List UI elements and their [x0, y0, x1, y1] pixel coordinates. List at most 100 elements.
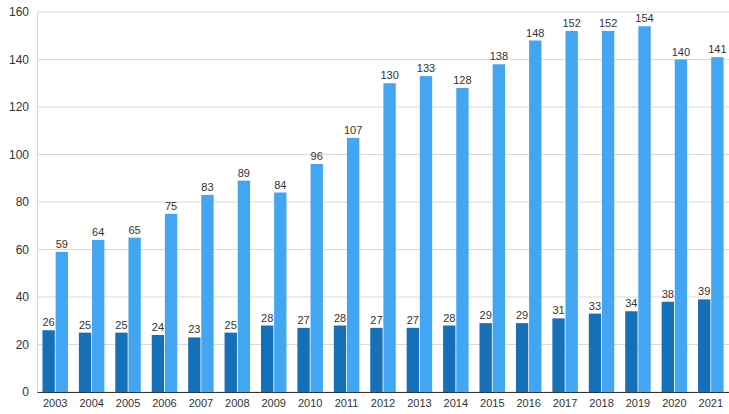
series-bars [56, 26, 724, 392]
data-label: 64 [92, 226, 104, 238]
y-tick: 120 [9, 100, 37, 114]
y-tick-label: 80 [16, 195, 30, 209]
bar [662, 302, 674, 392]
bar [115, 333, 127, 392]
data-label: 83 [201, 181, 213, 193]
x-tick-label: 2013 [407, 397, 431, 409]
y-tick-label: 40 [16, 290, 30, 304]
bar [711, 57, 723, 392]
x-tick-label: 2015 [480, 397, 504, 409]
x-tick: 2009 [261, 392, 285, 409]
bar [565, 31, 577, 392]
data-label: 39 [698, 285, 710, 297]
x-tick-label: 2004 [79, 397, 103, 409]
data-label: 25 [225, 319, 237, 331]
x-tick-label: 2021 [699, 397, 723, 409]
bar [238, 181, 250, 392]
x-tick: 2017 [553, 392, 577, 409]
bar [56, 252, 68, 392]
data-label: 28 [334, 312, 346, 324]
data-label: 25 [115, 319, 127, 331]
x-tick: 2012 [371, 392, 395, 409]
bar [443, 326, 455, 393]
bar [128, 238, 140, 392]
grid-line [37, 12, 729, 13]
data-label: 96 [311, 150, 323, 162]
x-tick-label: 2018 [589, 397, 613, 409]
bar [225, 333, 237, 392]
x-tick-label: 2014 [444, 397, 468, 409]
x-tick-label: 2007 [189, 397, 213, 409]
x-tick: 2003 [43, 392, 67, 409]
bar [638, 26, 650, 392]
bar [261, 326, 273, 393]
bar [311, 164, 323, 392]
bar [493, 64, 505, 392]
y-tick-label: 0 [22, 385, 29, 399]
data-label: 65 [128, 224, 140, 236]
y-axis: 020406080100120140160 [9, 5, 38, 399]
bar [165, 214, 177, 392]
chart: 0204060801001201401602003200420052006200… [0, 0, 729, 414]
x-tick: 2021 [699, 392, 723, 409]
y-tick-label: 100 [9, 148, 29, 162]
bar [675, 60, 687, 393]
x-tick: 2007 [189, 392, 213, 409]
grid-line [37, 107, 729, 108]
x-tick: 2015 [480, 392, 504, 409]
bar [297, 328, 309, 392]
data-label: 59 [56, 238, 68, 250]
bar [602, 31, 614, 392]
bar [420, 76, 432, 392]
y-tick-label: 140 [9, 53, 29, 67]
x-axis-line [38, 392, 729, 393]
bar [42, 330, 54, 392]
data-label: 25 [79, 319, 91, 331]
y-tick-label: 120 [9, 100, 29, 114]
x-tick: 2014 [444, 392, 468, 409]
bar [456, 88, 468, 392]
data-label: 141 [708, 43, 726, 55]
bar [589, 314, 601, 392]
bar [698, 299, 710, 392]
bar [383, 83, 395, 392]
data-label: 107 [344, 124, 362, 136]
y-tick: 80 [16, 195, 37, 209]
x-tick: 2011 [335, 392, 359, 409]
y-tick: 40 [16, 290, 37, 304]
data-label: 33 [589, 300, 601, 312]
data-label: 75 [165, 200, 177, 212]
y-tick: 140 [9, 53, 37, 67]
y-tick: 60 [16, 243, 37, 257]
data-label: 29 [480, 309, 492, 321]
x-tick-label: 2020 [662, 397, 686, 409]
bar [152, 335, 164, 392]
x-tick: 2016 [516, 392, 540, 409]
data-label: 23 [188, 323, 200, 335]
x-tick: 2019 [626, 392, 650, 409]
bar [79, 333, 91, 392]
grid-line [37, 202, 729, 203]
x-tick: 2004 [79, 392, 103, 409]
bar [370, 328, 382, 392]
y-tick: 100 [9, 148, 37, 162]
bar [274, 193, 286, 393]
bar [625, 311, 637, 392]
x-tick-label: 2003 [43, 397, 67, 409]
y-tick-label: 60 [16, 243, 30, 257]
x-tick: 2020 [662, 392, 686, 409]
x-tick: 2005 [116, 392, 140, 409]
bar [529, 41, 541, 393]
bar [334, 326, 346, 393]
x-tick: 2013 [407, 392, 431, 409]
x-tick-label: 2010 [298, 397, 322, 409]
x-tick-label: 2012 [371, 397, 395, 409]
data-label: 130 [380, 69, 398, 81]
x-tick-label: 2005 [116, 397, 140, 409]
bar [552, 318, 564, 392]
data-label: 152 [599, 17, 617, 29]
bar [516, 323, 528, 392]
data-label: 84 [274, 179, 286, 191]
data-label: 27 [297, 314, 309, 326]
x-tick-label: 2019 [626, 397, 650, 409]
